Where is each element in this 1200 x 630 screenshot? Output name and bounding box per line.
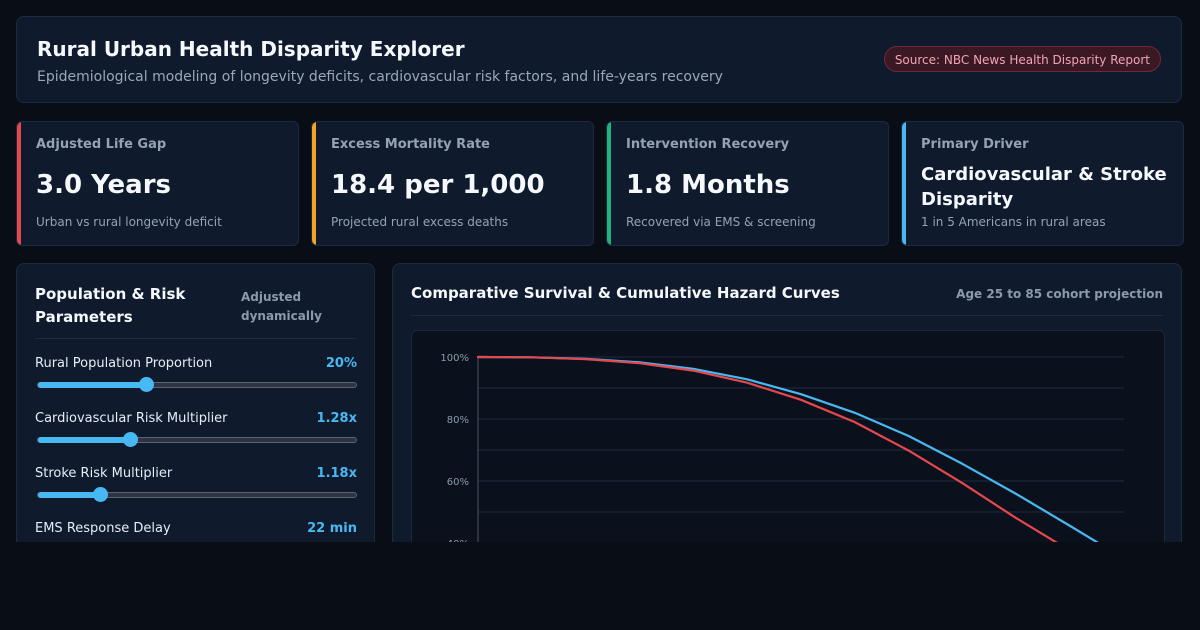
parameters-panel: Population & Risk Parameters Adjusted dy… [16,263,375,542]
divider [35,338,356,339]
viewport: Rural Urban Health Disparity Explorer Ep… [16,16,1184,542]
kpi-value: Cardiovascular & Stroke Disparity [921,164,1167,210]
param-label: EMS Response Delay [35,521,171,536]
kpi-subtext: Urban vs rural longevity deficit [36,215,222,229]
chart-panel-hint: Age 25 to 85 cohort projection [956,287,1163,301]
y-tick-label: 80% [447,415,469,426]
page-subtitle: Epidemiological modeling of longevity de… [37,69,723,85]
param-value: 1.18x [316,466,357,481]
param-rural-population: Rural Population Proportion 20% [35,356,357,396]
param-slider-thumb[interactable] [93,487,108,502]
kpi-accent-bar [607,122,611,245]
kpi-accent-bar [17,122,21,245]
param-slider-thumb[interactable] [123,432,139,447]
source-badge: Source: NBC News Health Disparity Report [883,46,1161,72]
kpi-subtext: Recovered via EMS & screening [626,215,816,229]
page-title: Rural Urban Health Disparity Explorer [37,37,465,61]
param-slider-track[interactable] [37,432,357,447]
kpi-subtext: Projected rural excess deaths [331,215,509,229]
kpi-card-intervention-recovery: Intervention Recovery 1.8 Months Recover… [606,121,889,246]
kpi-value: 18.4 per 1,000 [331,170,545,200]
kpi-accent-bar [902,122,906,245]
kpi-card-primary-driver: Primary Driver Cardiovascular & Stroke D… [901,121,1184,246]
param-value: 1.28x [316,411,357,426]
kpi-subtext: 1 in 5 Americans in rural areas [921,215,1106,229]
param-value: 20% [325,356,357,371]
param-value: 22 min [307,521,357,536]
param-ems-delay: EMS Response Delay 22 min [35,521,357,542]
series-line-1 [476,355,1058,542]
param-slider-track[interactable] [37,487,357,502]
y-tick-label: 60% [447,477,469,488]
param-stroke-risk: Stroke Risk Multiplier 1.18x [35,466,357,506]
survival-chart-svg: 100% 80% 60% 40% [440,353,1124,542]
y-tick-label: 40% [447,539,469,542]
param-cardiovascular-risk: Cardiovascular Risk Multiplier 1.28x [35,411,357,451]
param-slider-track[interactable] [37,377,357,392]
kpi-label: Adjusted Life Gap [36,137,167,152]
kpi-label: Primary Driver [921,137,1029,152]
kpi-value: 3.0 Years [36,170,172,200]
param-slider-fill [38,382,147,388]
divider [411,315,1163,316]
parameters-panel-title: Population & Risk Parameters [35,285,186,326]
kpi-value: 1.8 Months [626,170,790,200]
page-header: Rural Urban Health Disparity Explorer Ep… [16,16,1182,103]
param-slider-fill [38,492,100,498]
kpi-card-excess-mortality: Excess Mortality Rate 18.4 per 1,000 Pro… [311,121,594,246]
param-label: Stroke Risk Multiplier [35,466,173,481]
kpi-label: Intervention Recovery [626,137,790,152]
kpi-label: Excess Mortality Rate [331,137,490,152]
kpi-accent-bar [312,122,316,245]
param-slider-thumb[interactable] [139,377,155,392]
parameters-panel-hint: Adjusted dynamically [241,290,322,323]
survival-chart: 100% 80% 60% 40% [411,330,1165,542]
chart-panel: Comparative Survival & Cumulative Hazard… [392,263,1182,542]
y-tick-label: 100% [440,353,469,364]
kpi-card-life-gap: Adjusted Life Gap 3.0 Years Urban vs rur… [16,121,299,246]
chart-panel-title: Comparative Survival & Cumulative Hazard… [411,284,840,302]
param-label: Rural Population Proportion [35,356,213,371]
param-label: Cardiovascular Risk Multiplier [35,411,228,426]
param-slider-fill [38,437,131,443]
